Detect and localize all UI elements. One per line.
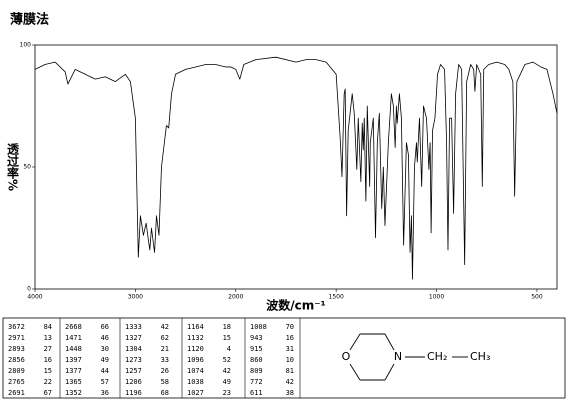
atom-label: O xyxy=(342,350,351,363)
table-frame xyxy=(2,317,566,399)
peak-transmittance: 4 xyxy=(227,345,231,353)
peak-transmittance: 58 xyxy=(161,378,169,386)
peak-transmittance: 68 xyxy=(161,389,169,397)
bond xyxy=(349,333,361,351)
peak-transmittance: 49 xyxy=(101,356,109,364)
peak-wavenumber: 1352 xyxy=(65,389,82,397)
x-tick-label: 3000 xyxy=(128,294,143,301)
peak-wavenumber: 1377 xyxy=(65,367,82,375)
peak-wavenumber: 3672 xyxy=(8,323,25,331)
peak-transmittance: 62 xyxy=(161,334,169,342)
peak-wavenumber: 1132 xyxy=(187,334,204,342)
peak-transmittance: 42 xyxy=(161,323,169,331)
peak-transmittance: 49 xyxy=(223,378,231,386)
peak-transmittance: 15 xyxy=(223,334,231,342)
peak-wavenumber: 1038 xyxy=(187,378,204,386)
x-axis-label: 波数/cm⁻¹ xyxy=(266,298,326,313)
peak-wavenumber: 1327 xyxy=(125,334,142,342)
peak-wavenumber: 2893 xyxy=(8,345,25,353)
peak-wavenumber: 809 xyxy=(250,367,263,375)
peak-wavenumber: 2809 xyxy=(8,367,25,375)
peak-transmittance: 84 xyxy=(44,323,52,331)
peak-transmittance: 67 xyxy=(44,389,52,397)
peak-transmittance: 16 xyxy=(286,334,294,342)
peak-wavenumber: 1196 xyxy=(125,389,142,397)
peak-transmittance: 46 xyxy=(101,334,109,342)
peak-transmittance: 26 xyxy=(161,367,169,375)
peak-transmittance: 23 xyxy=(223,389,231,397)
peak-transmittance: 57 xyxy=(101,378,109,386)
atom-label: N xyxy=(394,350,402,363)
group-label: CH₂ xyxy=(427,350,447,363)
peak-wavenumber: 2856 xyxy=(8,356,25,364)
peak-transmittance: 33 xyxy=(161,356,169,364)
spectrum-line xyxy=(34,56,558,280)
x-tick-label: 1500 xyxy=(329,294,344,301)
peak-wavenumber: 772 xyxy=(250,378,263,386)
chart-title: 薄膜法 xyxy=(10,12,49,28)
peak-wavenumber: 860 xyxy=(250,356,263,364)
peak-wavenumber: 2691 xyxy=(8,389,25,397)
structure xyxy=(349,333,468,381)
y-tick-label: 0 xyxy=(27,286,31,293)
peak-wavenumber: 1120 xyxy=(187,345,204,353)
bond xyxy=(384,333,395,351)
peak-transmittance: 81 xyxy=(286,367,294,375)
x-tick-label: 2000 xyxy=(228,294,243,301)
peak-transmittance: 16 xyxy=(44,356,52,364)
peak-wavenumber: 1074 xyxy=(187,367,204,375)
peak-wavenumber: 1471 xyxy=(65,334,82,342)
peak-transmittance: 36 xyxy=(101,389,109,397)
peak-transmittance: 70 xyxy=(286,323,294,331)
peak-transmittance: 18 xyxy=(223,323,231,331)
peak-transmittance: 27 xyxy=(44,345,52,353)
bond xyxy=(384,363,395,381)
peak-wavenumber: 1027 xyxy=(187,389,204,397)
peak-wavenumber: 1448 xyxy=(65,345,82,353)
peak-wavenumber: 1304 xyxy=(125,345,142,353)
peak-transmittance: 42 xyxy=(223,367,231,375)
peak-wavenumber: 2765 xyxy=(8,378,25,386)
peak-wavenumber: 1333 xyxy=(125,323,142,331)
peak-transmittance: 15 xyxy=(44,367,52,375)
peak-wavenumber: 2668 xyxy=(65,323,82,331)
y-axis-label: 透过率% xyxy=(6,143,20,191)
y-tick-label: 100 xyxy=(20,42,32,49)
peak-wavenumber: 1273 xyxy=(125,356,142,364)
peak-transmittance: 30 xyxy=(101,345,109,353)
peak-wavenumber: 1397 xyxy=(65,356,82,364)
peak-transmittance: 42 xyxy=(286,378,294,386)
peak-transmittance: 21 xyxy=(161,345,169,353)
x-tick-label: 1000 xyxy=(429,294,444,301)
peak-wavenumber: 1008 xyxy=(250,323,267,331)
peak-transmittance: 66 xyxy=(101,323,109,331)
peak-wavenumber: 1257 xyxy=(125,367,142,375)
peak-wavenumber: 1164 xyxy=(187,323,204,331)
x-tick-label: 4000 xyxy=(27,294,42,301)
group-label: CH₃ xyxy=(470,350,490,363)
peak-wavenumber: 1206 xyxy=(125,378,142,386)
x-tick-label: 500 xyxy=(531,294,543,301)
peak-transmittance: 10 xyxy=(286,356,294,364)
bond xyxy=(349,363,361,381)
plot-frame xyxy=(34,44,558,290)
peak-wavenumber: 611 xyxy=(250,389,263,397)
peak-transmittance: 44 xyxy=(101,367,109,375)
peak-transmittance: 38 xyxy=(286,389,294,397)
peak-wavenumber: 915 xyxy=(250,345,263,353)
peak-wavenumber: 2971 xyxy=(8,334,25,342)
peak-wavenumber: 1365 xyxy=(65,378,82,386)
peak-transmittance: 31 xyxy=(286,345,294,353)
peak-transmittance: 13 xyxy=(44,334,52,342)
y-tick-label: 50 xyxy=(23,164,31,171)
peak-transmittance: 52 xyxy=(223,356,231,364)
peak-wavenumber: 943 xyxy=(250,334,263,342)
peak-transmittance: 22 xyxy=(44,378,52,386)
peak-wavenumber: 1096 xyxy=(187,356,204,364)
